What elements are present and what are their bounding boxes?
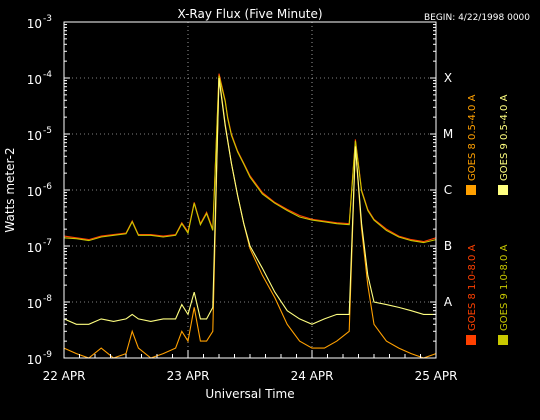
series-line (63, 73, 437, 243)
legend-swatch (466, 185, 476, 195)
y-tick-exponent: -7 (43, 238, 52, 248)
legend: GOES 8 1.0-8.0 A GOES 8 0.5-4.0 A GOES 9 1… (466, 94, 510, 345)
y-tick-label: 10 (27, 73, 42, 87)
legend-swatch (498, 335, 508, 345)
x-axis-label: Universal Time (205, 387, 294, 401)
x-tick-label: 25 APR (415, 369, 458, 383)
flare-class-label: X (444, 71, 452, 85)
y-tick-label: 10 (27, 297, 42, 311)
flare-class-label: B (444, 239, 452, 253)
legend-label: GOES 8 1.0-8.0 A (467, 244, 478, 331)
y-tick-exponent: -9 (43, 350, 52, 360)
chart-title: X-Ray Flux (Five Minute) (177, 7, 322, 21)
y-tick-label: 10 (27, 353, 42, 367)
y-tick-exponent: -8 (43, 294, 52, 304)
x-tick-label: 23 APR (167, 369, 210, 383)
legend-swatch (498, 185, 508, 195)
y-tick-exponent: -6 (43, 182, 52, 192)
y-tick-exponent: -5 (43, 126, 52, 136)
flare-class-label: C (444, 183, 452, 197)
flare-class-label: M (443, 127, 453, 141)
y-tick-label: 10 (27, 17, 42, 31)
legend-column: GOES 8 1.0-8.0 A GOES 8 0.5-4.0 A (466, 94, 478, 345)
x-tick-label: 24 APR (291, 369, 334, 383)
legend-column: GOES 9 1.0-8.0 A GOES 9 0.5-4.0 A (498, 94, 510, 345)
legend-label: GOES 8 0.5-4.0 A (467, 94, 478, 181)
y-tick-label: 10 (27, 185, 42, 199)
y-tick-label: 10 (27, 129, 42, 143)
begin-label: BEGIN: 4/22/1998 0000 (424, 13, 530, 23)
x-tick-label: 22 APR (43, 369, 86, 383)
series-line (63, 77, 436, 325)
axis-ticks: 10-310-410-510-610-710-810 -922 APR 23 APR… (27, 14, 458, 383)
legend-label: GOES 9 0.5-4.0 A (499, 94, 510, 181)
series-lines (63, 73, 437, 359)
grid (64, 22, 436, 358)
y-axis-label: Watts meter-2 (3, 147, 17, 232)
series-line (63, 75, 437, 359)
y-tick-exponent: -3 (43, 14, 52, 24)
y-tick-label: 10 (27, 241, 42, 255)
y-tick-exponent: -4 (43, 70, 52, 80)
legend-swatch (466, 335, 476, 345)
legend-label: GOES 9 1.0-8.0 A (499, 244, 510, 331)
flare-class-label: A (444, 295, 453, 309)
series-line (63, 75, 437, 244)
